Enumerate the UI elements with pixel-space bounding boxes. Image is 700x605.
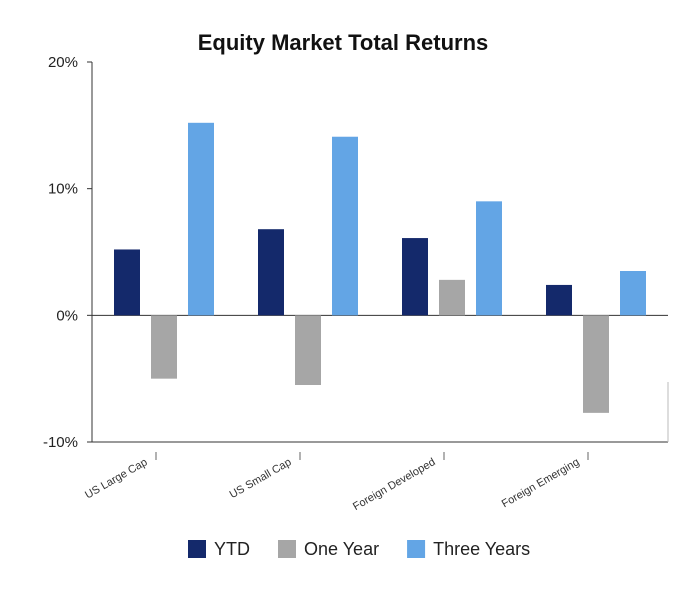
legend-label-one-year: One Year	[304, 539, 379, 559]
axes	[87, 61, 669, 460]
bar-ytd-1	[258, 229, 284, 316]
bar-three-years-0	[188, 122, 214, 316]
legend-swatch-one-year	[278, 540, 296, 558]
bar-one-year-2	[439, 279, 465, 316]
bar-ytd-0	[114, 249, 140, 316]
chart-title: Equity Market Total Returns	[198, 30, 489, 55]
bar-ytd-3	[546, 284, 572, 316]
bar-three-years-1	[332, 136, 358, 316]
legend-label-three-years: Three Years	[433, 539, 530, 559]
x-tick-label: US Small Cap	[228, 456, 294, 501]
bars	[114, 122, 646, 413]
x-tick-label: Foreign Developed	[351, 456, 437, 513]
y-tick-label: -10%	[43, 434, 78, 451]
bar-one-year-0	[151, 315, 177, 379]
bar-three-years-3	[620, 271, 646, 316]
bar-one-year-1	[295, 315, 321, 385]
bar-one-year-3	[583, 315, 609, 413]
legend-swatch-ytd	[188, 540, 206, 558]
x-tick-label: Foreign Emerging	[500, 456, 582, 510]
bar-three-years-2	[476, 201, 502, 316]
y-tick-label: 0%	[56, 307, 78, 324]
x-tick-label: US Large Cap	[83, 456, 149, 501]
legend-label-ytd: YTD	[214, 539, 250, 559]
legend-swatch-three-years	[407, 540, 426, 558]
y-tick-label: 20%	[48, 54, 78, 71]
bar-ytd-2	[402, 238, 428, 316]
y-tick-label: 10%	[48, 181, 78, 198]
legend: YTD One Year Three Years	[188, 539, 530, 559]
